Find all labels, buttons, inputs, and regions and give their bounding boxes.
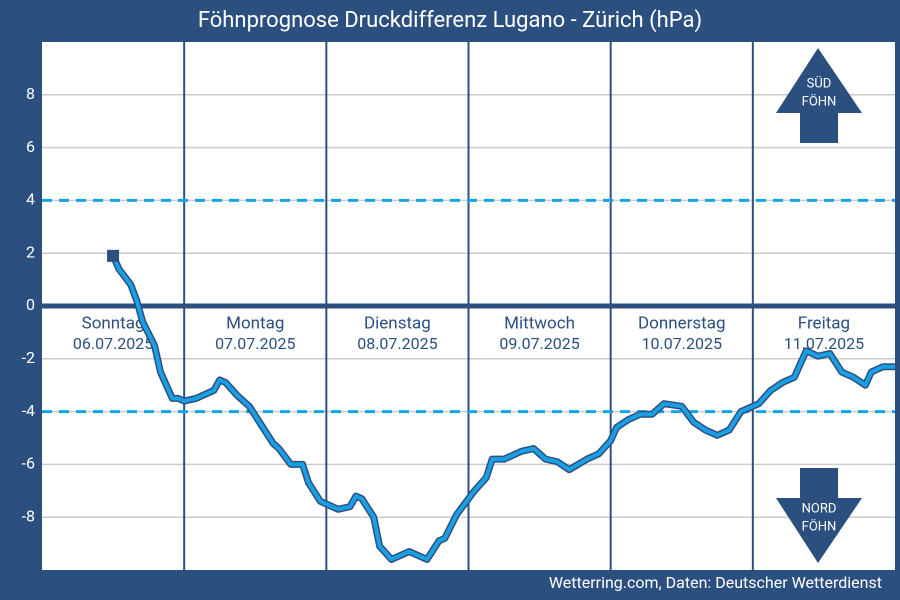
day-date: 08.07.2025 [357,334,437,353]
y-tick-label: -6 [22,454,35,473]
line [111,255,895,562]
y-tick-label: 6 [26,137,35,156]
day-date: 07.07.2025 [215,334,295,353]
arrow-label: SÜD [807,75,832,91]
day-name: Donnerstag [638,313,726,333]
day-date: 11.07.2025 [784,334,864,353]
day-date: 06.07.2025 [73,334,153,353]
start-marker [107,249,120,262]
arrow-down [776,468,862,563]
day-name: Sonntag [82,313,145,333]
chart-title: Föhnprognose Druckdifferenz Lugano - Zür… [198,8,702,33]
y-tick-label: 8 [26,84,35,103]
y-tick-label: -2 [22,348,35,367]
day-name: Dienstag [364,313,431,333]
day-name: Freitag [798,313,850,333]
day-date: 10.07.2025 [642,334,722,353]
arrow-label: FÖHN [802,93,837,109]
y-tick-label: 4 [26,190,35,209]
y-tick-label: 0 [26,295,35,314]
day-date: 09.07.2025 [499,334,579,353]
y-tick-label: 2 [26,242,35,261]
arrow-label: NORD [802,501,837,516]
y-tick-label: -4 [22,401,35,420]
arrow-up [776,48,862,143]
y-tick-label: -8 [22,506,35,525]
source: Wetterring.com, Daten: Deutscher Wetterd… [549,573,882,592]
arrow-label: FÖHN [802,518,837,534]
day-name: Mittwoch [504,313,575,333]
day-name: Montag [226,313,284,333]
